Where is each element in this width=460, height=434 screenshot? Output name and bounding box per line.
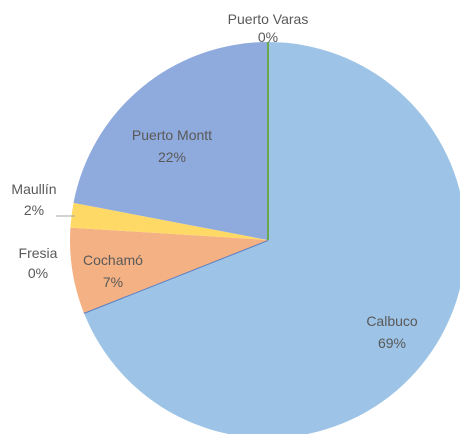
- pie-slice-puerto-montt: [73, 42, 268, 240]
- slice-percent-fresia: 0%: [28, 265, 48, 281]
- slice-labels: Puerto Varas 0% Puerto Montt 22% Maullín…: [11, 11, 417, 351]
- slice-label-puerto-varas: Puerto Varas: [228, 11, 309, 27]
- pie-slice-maullin: [70, 202, 268, 240]
- pie-slice-cochamo: [70, 227, 269, 313]
- slice-label-maullin: Maullín: [11, 181, 56, 197]
- pie-slice-calbuco: [83, 42, 460, 434]
- slice-percent-cochamo: 7%: [103, 274, 123, 290]
- slice-label-calbuco: Calbuco: [366, 313, 418, 329]
- pie-slices: [70, 42, 460, 434]
- slice-percent-puerto-varas: 0%: [258, 29, 278, 45]
- slice-label-cochamo: Cochamó: [83, 252, 143, 268]
- slice-percent-calbuco: 69%: [378, 335, 406, 351]
- slice-label-fresia: Fresia: [19, 245, 58, 261]
- slice-label-puerto-montt: Puerto Montt: [132, 127, 212, 143]
- slice-percent-puerto-montt: 22%: [158, 149, 186, 165]
- slice-percent-maullin: 2%: [24, 202, 44, 218]
